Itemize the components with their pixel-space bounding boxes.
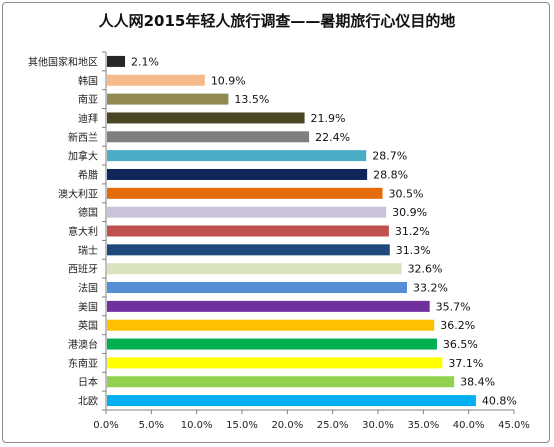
bar <box>107 282 408 294</box>
x-tick-label: 40.0% <box>453 420 485 431</box>
bar <box>107 225 389 237</box>
bar <box>107 55 126 67</box>
bars-group: 其他国家和地区 2.1% 韩国 10.9% 南亚 13.5% 迪拜 21.9% 新西兰 22.4%… <box>28 55 517 407</box>
value-label: 28.7% <box>372 150 407 163</box>
value-label: 13.5% <box>234 93 269 106</box>
value-label: 32.6% <box>408 263 443 276</box>
value-label: 10.9% <box>211 74 246 87</box>
category-label: 西班牙 <box>68 264 98 276</box>
bar <box>107 93 229 105</box>
value-label: 36.2% <box>440 319 475 332</box>
x-tick-label: 10.0% <box>181 420 213 431</box>
value-label: 31.3% <box>396 244 431 257</box>
value-label: 28.8% <box>373 168 408 181</box>
bar <box>107 187 383 199</box>
bar <box>107 74 205 86</box>
bar <box>107 395 476 407</box>
value-label: 30.9% <box>392 206 427 219</box>
category-label: 英国 <box>78 319 98 332</box>
chart-title: 人人网2015年轻人旅行调查——暑期旅行心仪目的地 <box>98 12 456 30</box>
x-axis: 0.0% 5.0% 10.0% 15.0% 20.0% 25.0% 30.0% 35.0% 40… <box>93 51 530 431</box>
category-label: 其他国家和地区 <box>28 55 98 68</box>
bar <box>107 357 443 369</box>
x-tick-label: 25.0% <box>317 420 349 431</box>
category-label: 日本 <box>78 376 98 389</box>
value-label: 40.8% <box>482 395 517 408</box>
bar <box>107 150 367 162</box>
value-label: 30.5% <box>389 187 424 200</box>
category-label: 北欧 <box>78 396 98 408</box>
value-label: 33.2% <box>413 282 448 295</box>
category-label: 瑞士 <box>78 244 98 257</box>
bar <box>107 206 387 218</box>
bar <box>107 112 305 124</box>
category-label: 加拿大 <box>68 150 98 163</box>
value-label: 31.2% <box>395 225 430 238</box>
bar <box>107 131 310 143</box>
bar <box>107 168 368 180</box>
x-tick-label: 30.0% <box>362 420 394 431</box>
x-tick-label: 5.0% <box>139 420 164 431</box>
value-label: 21.9% <box>311 112 346 125</box>
category-label: 新西兰 <box>68 131 98 144</box>
x-tick-label: 15.0% <box>226 420 258 431</box>
category-label: 德国 <box>78 206 98 219</box>
value-label: 35.7% <box>436 300 471 313</box>
bar <box>107 244 390 256</box>
bar <box>107 300 430 312</box>
category-label: 港澳台 <box>68 338 98 351</box>
value-label: 36.5% <box>443 338 478 351</box>
bar <box>107 263 402 275</box>
value-label: 38.4% <box>460 376 495 389</box>
category-label: 南亚 <box>78 93 98 106</box>
value-label: 2.1% <box>131 55 159 68</box>
value-label: 22.4% <box>315 131 350 144</box>
chart-frame <box>2 2 550 443</box>
value-label: 37.1% <box>448 357 483 370</box>
category-label: 美国 <box>78 300 98 313</box>
x-tick-label: 45.0% <box>498 420 530 431</box>
category-label: 意大利 <box>68 225 98 238</box>
category-label: 澳大利亚 <box>58 187 98 200</box>
category-label: 迪拜 <box>78 113 98 125</box>
bar <box>107 319 435 331</box>
category-label: 法国 <box>78 282 98 295</box>
x-tick-label: 20.0% <box>271 420 303 431</box>
category-label: 东南亚 <box>68 357 98 370</box>
bar <box>107 376 455 388</box>
x-tick-label: 35.0% <box>407 420 439 431</box>
category-label: 希腊 <box>78 168 98 181</box>
bar <box>107 338 437 350</box>
x-tick-label: 0.0% <box>93 420 118 431</box>
category-label: 韩国 <box>78 74 98 87</box>
